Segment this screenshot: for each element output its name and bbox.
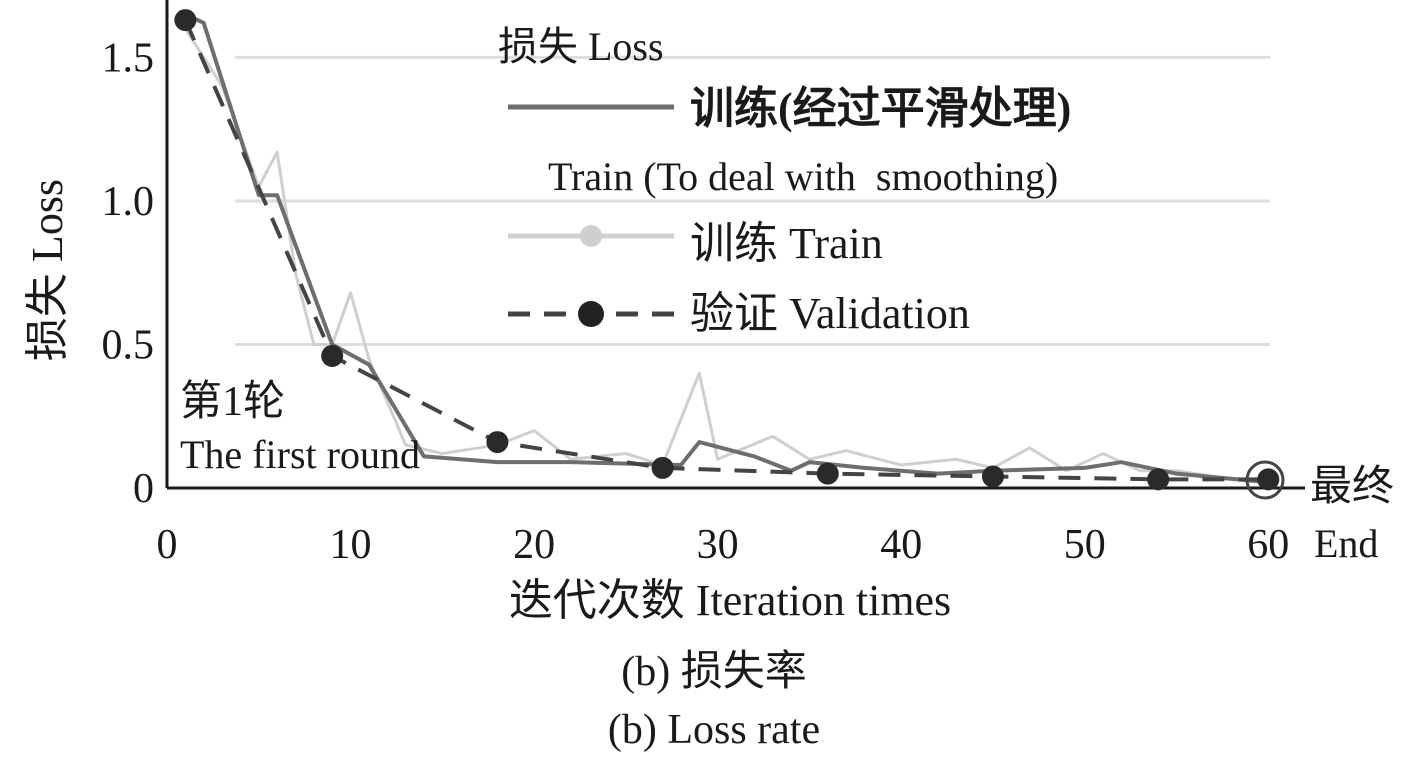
validation-point: [174, 9, 197, 32]
loss-chart: 0 10 20 30 40 50 60 0 0.5 1.0 1.5 损失 Loss 迭代次数 It…: [23, 0, 1394, 625]
y-tick-label: 0: [133, 466, 154, 512]
end-marker-ring: [1245, 460, 1285, 500]
legend: 损失 Loss 训练(经过平滑处理) Train (To deal with s…: [498, 24, 1071, 338]
legend-label-train: 训练 Train: [690, 219, 883, 268]
series-line-train-smoothed: [184, 12, 1269, 485]
validation-point: [816, 462, 839, 485]
x-tick-label: 50: [1064, 522, 1106, 568]
x-tick-label: 10: [330, 522, 372, 568]
validation-point: [651, 456, 674, 479]
y-tick-labels: 0 0.5 1.0 1.5: [102, 35, 155, 512]
legend-title: 损失 Loss: [498, 24, 664, 69]
x-axis-label: 迭代次数 Iteration times: [509, 576, 951, 625]
annotations: 第1轮 The first round 最终 End: [180, 379, 1394, 566]
x-tick-label: 40: [880, 522, 922, 568]
legend-marker-train: [580, 225, 602, 247]
y-axis-label: 损失 Loss: [23, 179, 72, 361]
legend-label-validation: 验证 Validation: [690, 289, 970, 338]
caption-chinese: (b) 损失率: [621, 649, 807, 695]
y-tick-label: 1.0: [102, 179, 155, 225]
annotation-end: 最终: [1310, 464, 1394, 510]
y-tick-label: 0.5: [102, 322, 155, 368]
legend-marker-validation: [578, 301, 604, 327]
axes: [165, 0, 1300, 490]
annotation-first-round-en: The first round: [180, 432, 420, 477]
y-tick-label: 1.5: [102, 35, 155, 81]
x-tick-label: 30: [697, 522, 739, 568]
legend-label-train-smoothed: 训练(经过平滑处理): [690, 84, 1071, 133]
validation-point: [1257, 468, 1280, 491]
x-tick-label: 60: [1247, 522, 1289, 568]
validation-point: [486, 431, 509, 454]
x-tick-label: 20: [513, 522, 555, 568]
annotation-first-round: 第1轮: [180, 379, 285, 425]
validation-point: [981, 465, 1004, 488]
series-line-validation: [183, 19, 1269, 482]
validation-point: [1147, 468, 1170, 491]
legend-label-train-smoothed-en: Train (To deal with smoothing): [548, 154, 1058, 199]
gridlines: [235, 55, 1270, 346]
x-tick-labels: 0 10 20 30 40 50 60: [157, 522, 1290, 568]
annotation-end-en: End: [1314, 521, 1378, 566]
caption-english: (b) Loss rate: [607, 707, 821, 753]
series-layer: [174, 9, 1280, 491]
x-tick-label: 0: [157, 522, 178, 568]
validation-point: [321, 344, 344, 367]
